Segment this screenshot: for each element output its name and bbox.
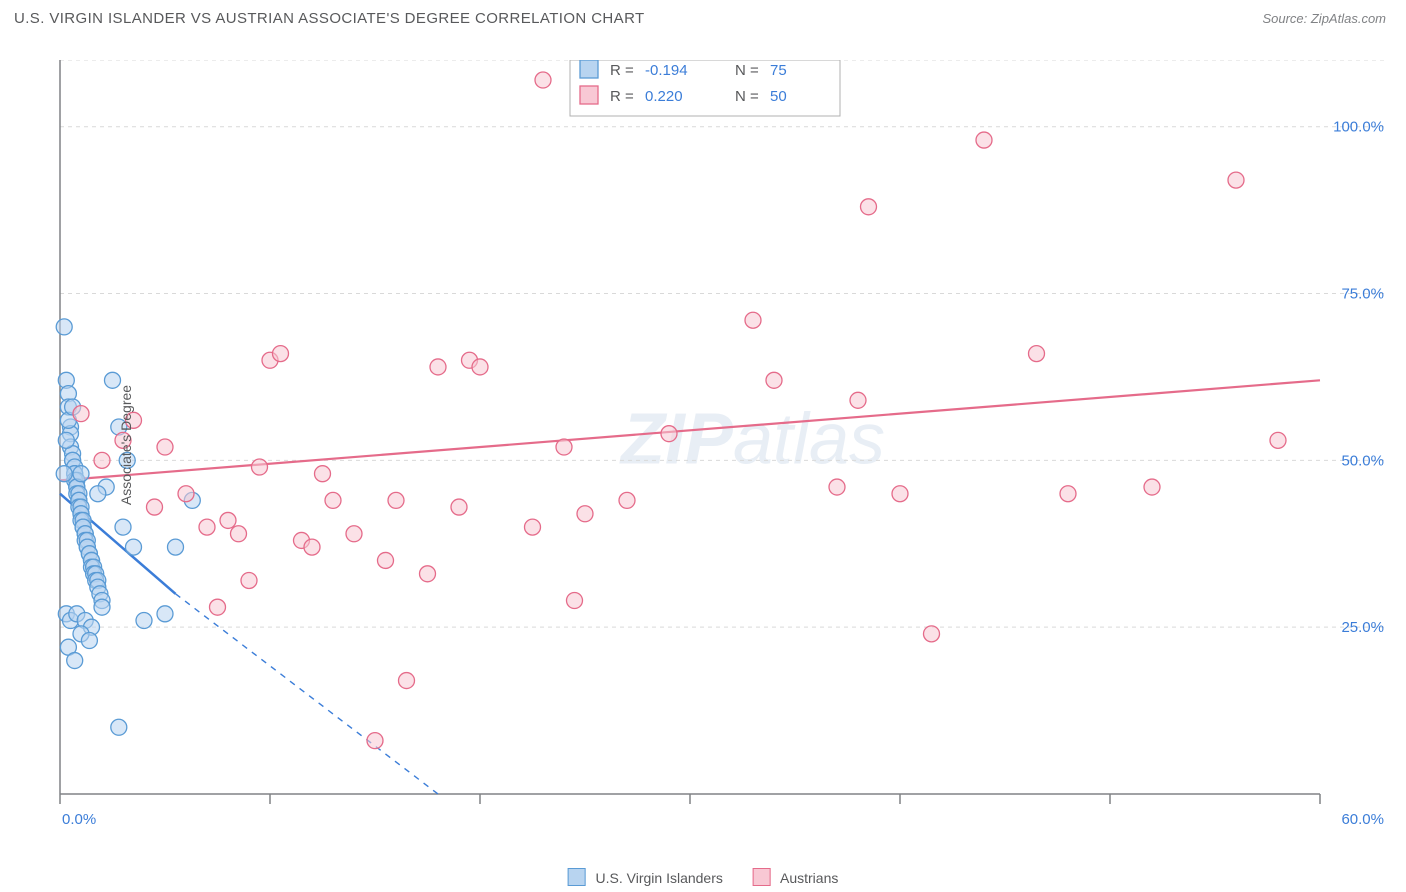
svg-text:60.0%: 60.0% <box>1341 811 1384 828</box>
svg-text:N =: N = <box>735 62 759 79</box>
svg-text:100.0%: 100.0% <box>1333 119 1384 136</box>
legend-swatch-icon <box>568 868 586 886</box>
svg-text:50: 50 <box>770 88 787 105</box>
svg-text:50.0%: 50.0% <box>1341 452 1384 469</box>
scatter-plot: ZIPatlas 25.0% 50.0% 75.0% 100.0% 0.0% 60.0% R … <box>50 60 1390 830</box>
y-axis-title: Associate's Degree <box>118 385 134 505</box>
svg-text:75.0%: 75.0% <box>1341 286 1384 303</box>
svg-text:ZIPatlas: ZIPatlas <box>619 400 885 480</box>
legend-label: U.S. Virgin Islanders <box>596 870 723 886</box>
chart-area: Associate's Degree ZIPatlas 25.0% 50.0% 75.… <box>50 60 1390 830</box>
svg-text:75: 75 <box>770 62 787 79</box>
bottom-legend: U.S. Virgin Islanders Austrians <box>568 868 839 886</box>
svg-text:0.0%: 0.0% <box>62 811 96 828</box>
chart-title: U.S. VIRGIN ISLANDER VS AUSTRIAN ASSOCIA… <box>14 10 645 27</box>
legend-item-series-a: U.S. Virgin Islanders <box>568 868 723 886</box>
legend-label: Austrians <box>780 870 838 886</box>
svg-text:N =: N = <box>735 88 759 105</box>
chart-header: U.S. VIRGIN ISLANDER VS AUSTRIAN ASSOCIA… <box>0 0 1406 27</box>
chart-source: Source: ZipAtlas.com <box>1262 11 1386 26</box>
svg-text:25.0%: 25.0% <box>1341 619 1384 636</box>
svg-text:R =: R = <box>610 62 634 79</box>
svg-text:-0.194: -0.194 <box>645 62 688 79</box>
svg-text:R =: R = <box>610 88 634 105</box>
legend-item-series-b: Austrians <box>753 868 838 886</box>
svg-text:0.220: 0.220 <box>645 88 683 105</box>
legend-swatch-icon <box>753 868 771 886</box>
